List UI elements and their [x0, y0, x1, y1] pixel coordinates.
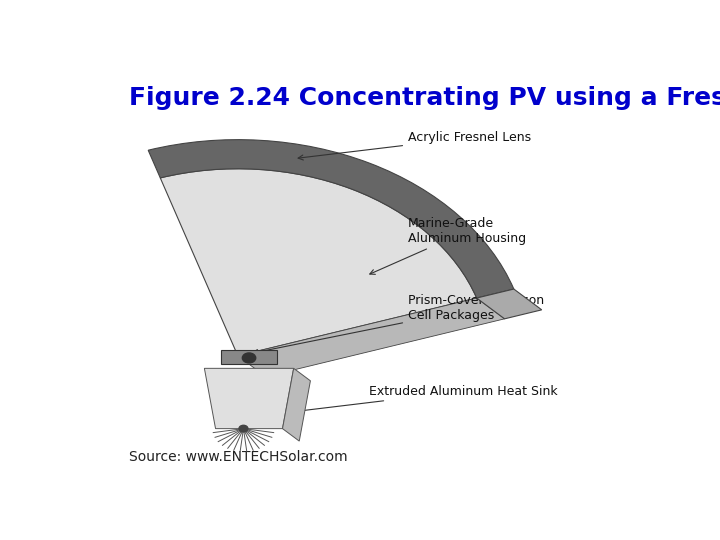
Polygon shape [282, 368, 310, 441]
Text: Acrylic Fresnel Lens: Acrylic Fresnel Lens [298, 131, 531, 160]
Polygon shape [204, 368, 294, 429]
Text: Marine-Grade
Aluminum Housing: Marine-Grade Aluminum Housing [370, 217, 526, 274]
Wedge shape [148, 140, 514, 298]
Wedge shape [161, 169, 477, 356]
Circle shape [243, 353, 256, 363]
Bar [221, 349, 277, 364]
Text: Source: www.ENTECHSolar.com: Source: www.ENTECHSolar.com [129, 450, 348, 464]
Text: Extruded Aluminum Heat Sink: Extruded Aluminum Heat Sink [236, 384, 557, 421]
Text: Figure 2.24 Concentrating PV using a Fresnel lens: Figure 2.24 Concentrating PV using a Fre… [129, 85, 720, 110]
Text: Prism-Covered Silicon
Cell Packages: Prism-Covered Silicon Cell Packages [253, 294, 544, 354]
Circle shape [239, 426, 248, 432]
Polygon shape [238, 298, 505, 377]
Polygon shape [477, 289, 541, 319]
